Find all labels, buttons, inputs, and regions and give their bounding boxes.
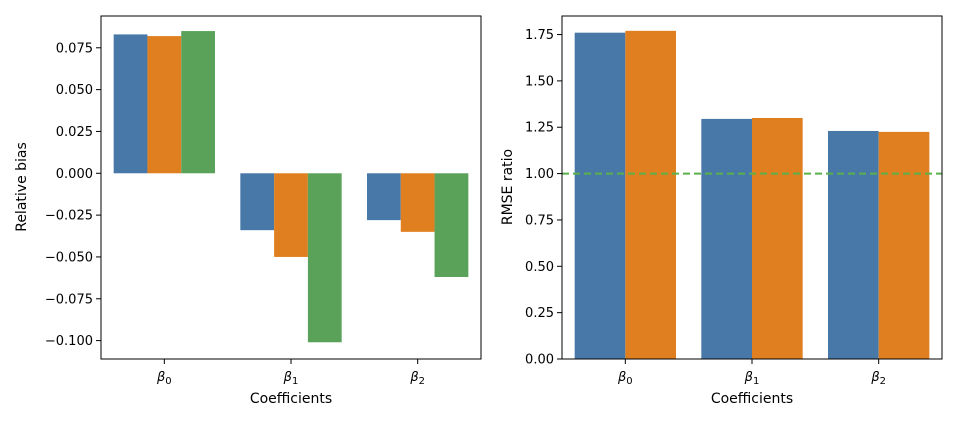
relative-bias-chart: −0.100 −0.075 −0.050 −0.025 0.000 0.025 0.050 0… [14,15,482,407]
y-tick-label: 0.00 [525,353,554,368]
bar-β0-series-1 [113,34,148,174]
rmse-ratio-y-axis: 0.00 0.25 0.50 0.75 1.00 1.25 1.50 1.75 [525,28,562,368]
y-tick-label: −0.100 [45,334,93,349]
rmse-ratio-y-axis-label: RMSE ratio [500,149,516,225]
relative-bias-y-axis-label: Relative bias [14,142,30,232]
x-tick-label: β2 [409,370,425,387]
rmse-ratio-x-axis: β0 β1 β2 [617,359,886,387]
relative-bias-x-axis-label: Coefficients [250,391,332,407]
bar-β0-series-3 [181,31,215,174]
y-tick-label: 1.75 [525,28,554,43]
rmse-ratio-x-axis-label: Coefficients [711,391,793,407]
y-tick-label: 0.50 [525,260,554,275]
bar-β1-series-2 [752,117,803,359]
x-tick-label: β1 [744,370,760,387]
relative-bias-y-axis: −0.100 −0.075 −0.050 −0.025 0.000 0.025 0.050 0… [45,41,101,349]
bar-β0-series-2 [625,30,676,360]
rmse-ratio-axes-frame [561,15,943,360]
y-tick-label: 0.000 [56,167,93,182]
rmse-ratio-bars [574,30,930,360]
bar-β1-series-1 [240,173,275,231]
y-tick-label: 0.075 [56,41,93,56]
y-tick-label: 1.25 [525,121,554,136]
bar-β2-series-2 [878,131,930,359]
y-tick-label: 0.25 [525,306,554,321]
y-tick-label: −0.075 [45,292,93,307]
bar-β1-series-2 [274,173,308,257]
y-tick-label: 1.50 [525,74,554,89]
bar-β1-series-1 [701,118,752,360]
bar-β2-series-1 [367,173,401,221]
y-tick-label: −0.050 [45,250,93,265]
relative-bias-bars [113,31,469,343]
y-tick-label: 0.025 [56,125,93,140]
bar-β2-series-1 [828,130,879,359]
bar-β0-series-2 [147,36,182,174]
rmse-ratio-chart: 0.000.250.500.751.001.251.501.75 β0 β1 β2 … [500,15,943,407]
relative-bias-axes-frame [100,15,482,360]
x-tick-label: β2 [870,370,886,387]
x-tick-label: β1 [283,370,299,387]
x-tick-label: β0 [617,370,633,387]
bar-β1-series-3 [307,173,342,343]
y-tick-label: 0.75 [525,213,554,228]
x-tick-label: β0 [156,370,172,387]
bar-β0-series-1 [574,32,626,359]
bar-β2-series-3 [434,173,469,278]
y-tick-label: −0.025 [45,209,93,224]
y-tick-label: 0.050 [56,83,93,98]
y-tick-label: 1.00 [525,167,554,182]
relative-bias-x-axis: β0 β1 β2 [156,359,425,387]
bar-β2-series-2 [400,173,435,232]
